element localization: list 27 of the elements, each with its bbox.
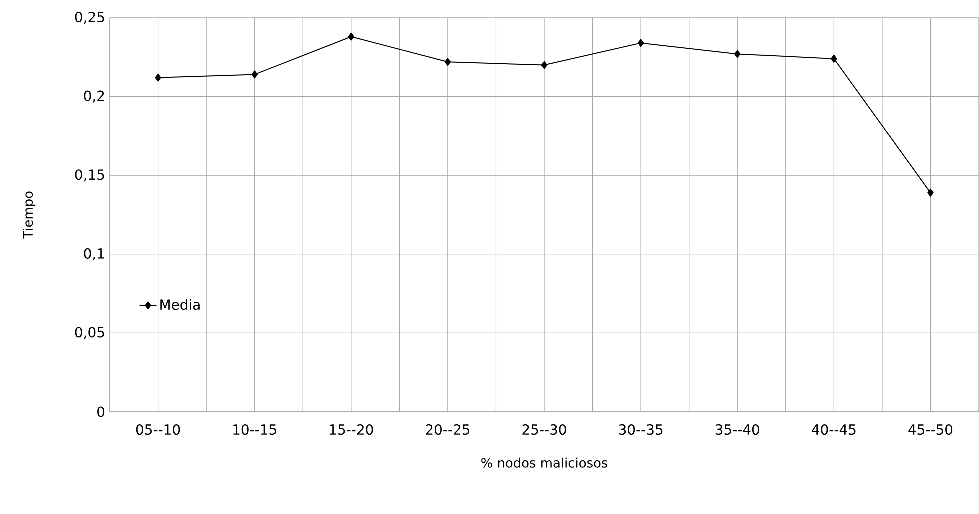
y-tick-label: 0,15 [75, 170, 104, 182]
x-tick-label: 25--30 [522, 424, 566, 436]
point [541, 61, 548, 70]
point [155, 74, 162, 82]
x-tick-label: 35--40 [716, 424, 760, 436]
point [252, 70, 258, 79]
x-tick-label: 15--20 [330, 424, 374, 436]
y-tick-label: 0,1 [84, 248, 104, 260]
y-tick-label: 0 [98, 406, 105, 418]
point [928, 188, 934, 197]
x-tick-label: 45--50 [908, 424, 953, 436]
y-tick-label: 0,25 [75, 12, 104, 24]
point [638, 39, 644, 48]
point [444, 58, 452, 66]
point [831, 54, 838, 63]
x-tick-label: 05--10 [136, 424, 180, 436]
y-tick-label: 0,2 [84, 90, 104, 103]
point [348, 32, 355, 41]
point [734, 50, 741, 58]
x-axis-title: % nodos maliciosos [482, 458, 608, 468]
x-tick-label: 20--25 [426, 424, 470, 436]
y-axis-title: Tiempo [23, 192, 36, 239]
x-tick-label: 40--45 [812, 424, 856, 436]
x-tick-label: 30--35 [619, 424, 663, 436]
y-tick-label: 0,05 [75, 327, 104, 340]
legend-label: Media [160, 299, 200, 310]
x-tick-label: 10--15 [234, 424, 276, 436]
